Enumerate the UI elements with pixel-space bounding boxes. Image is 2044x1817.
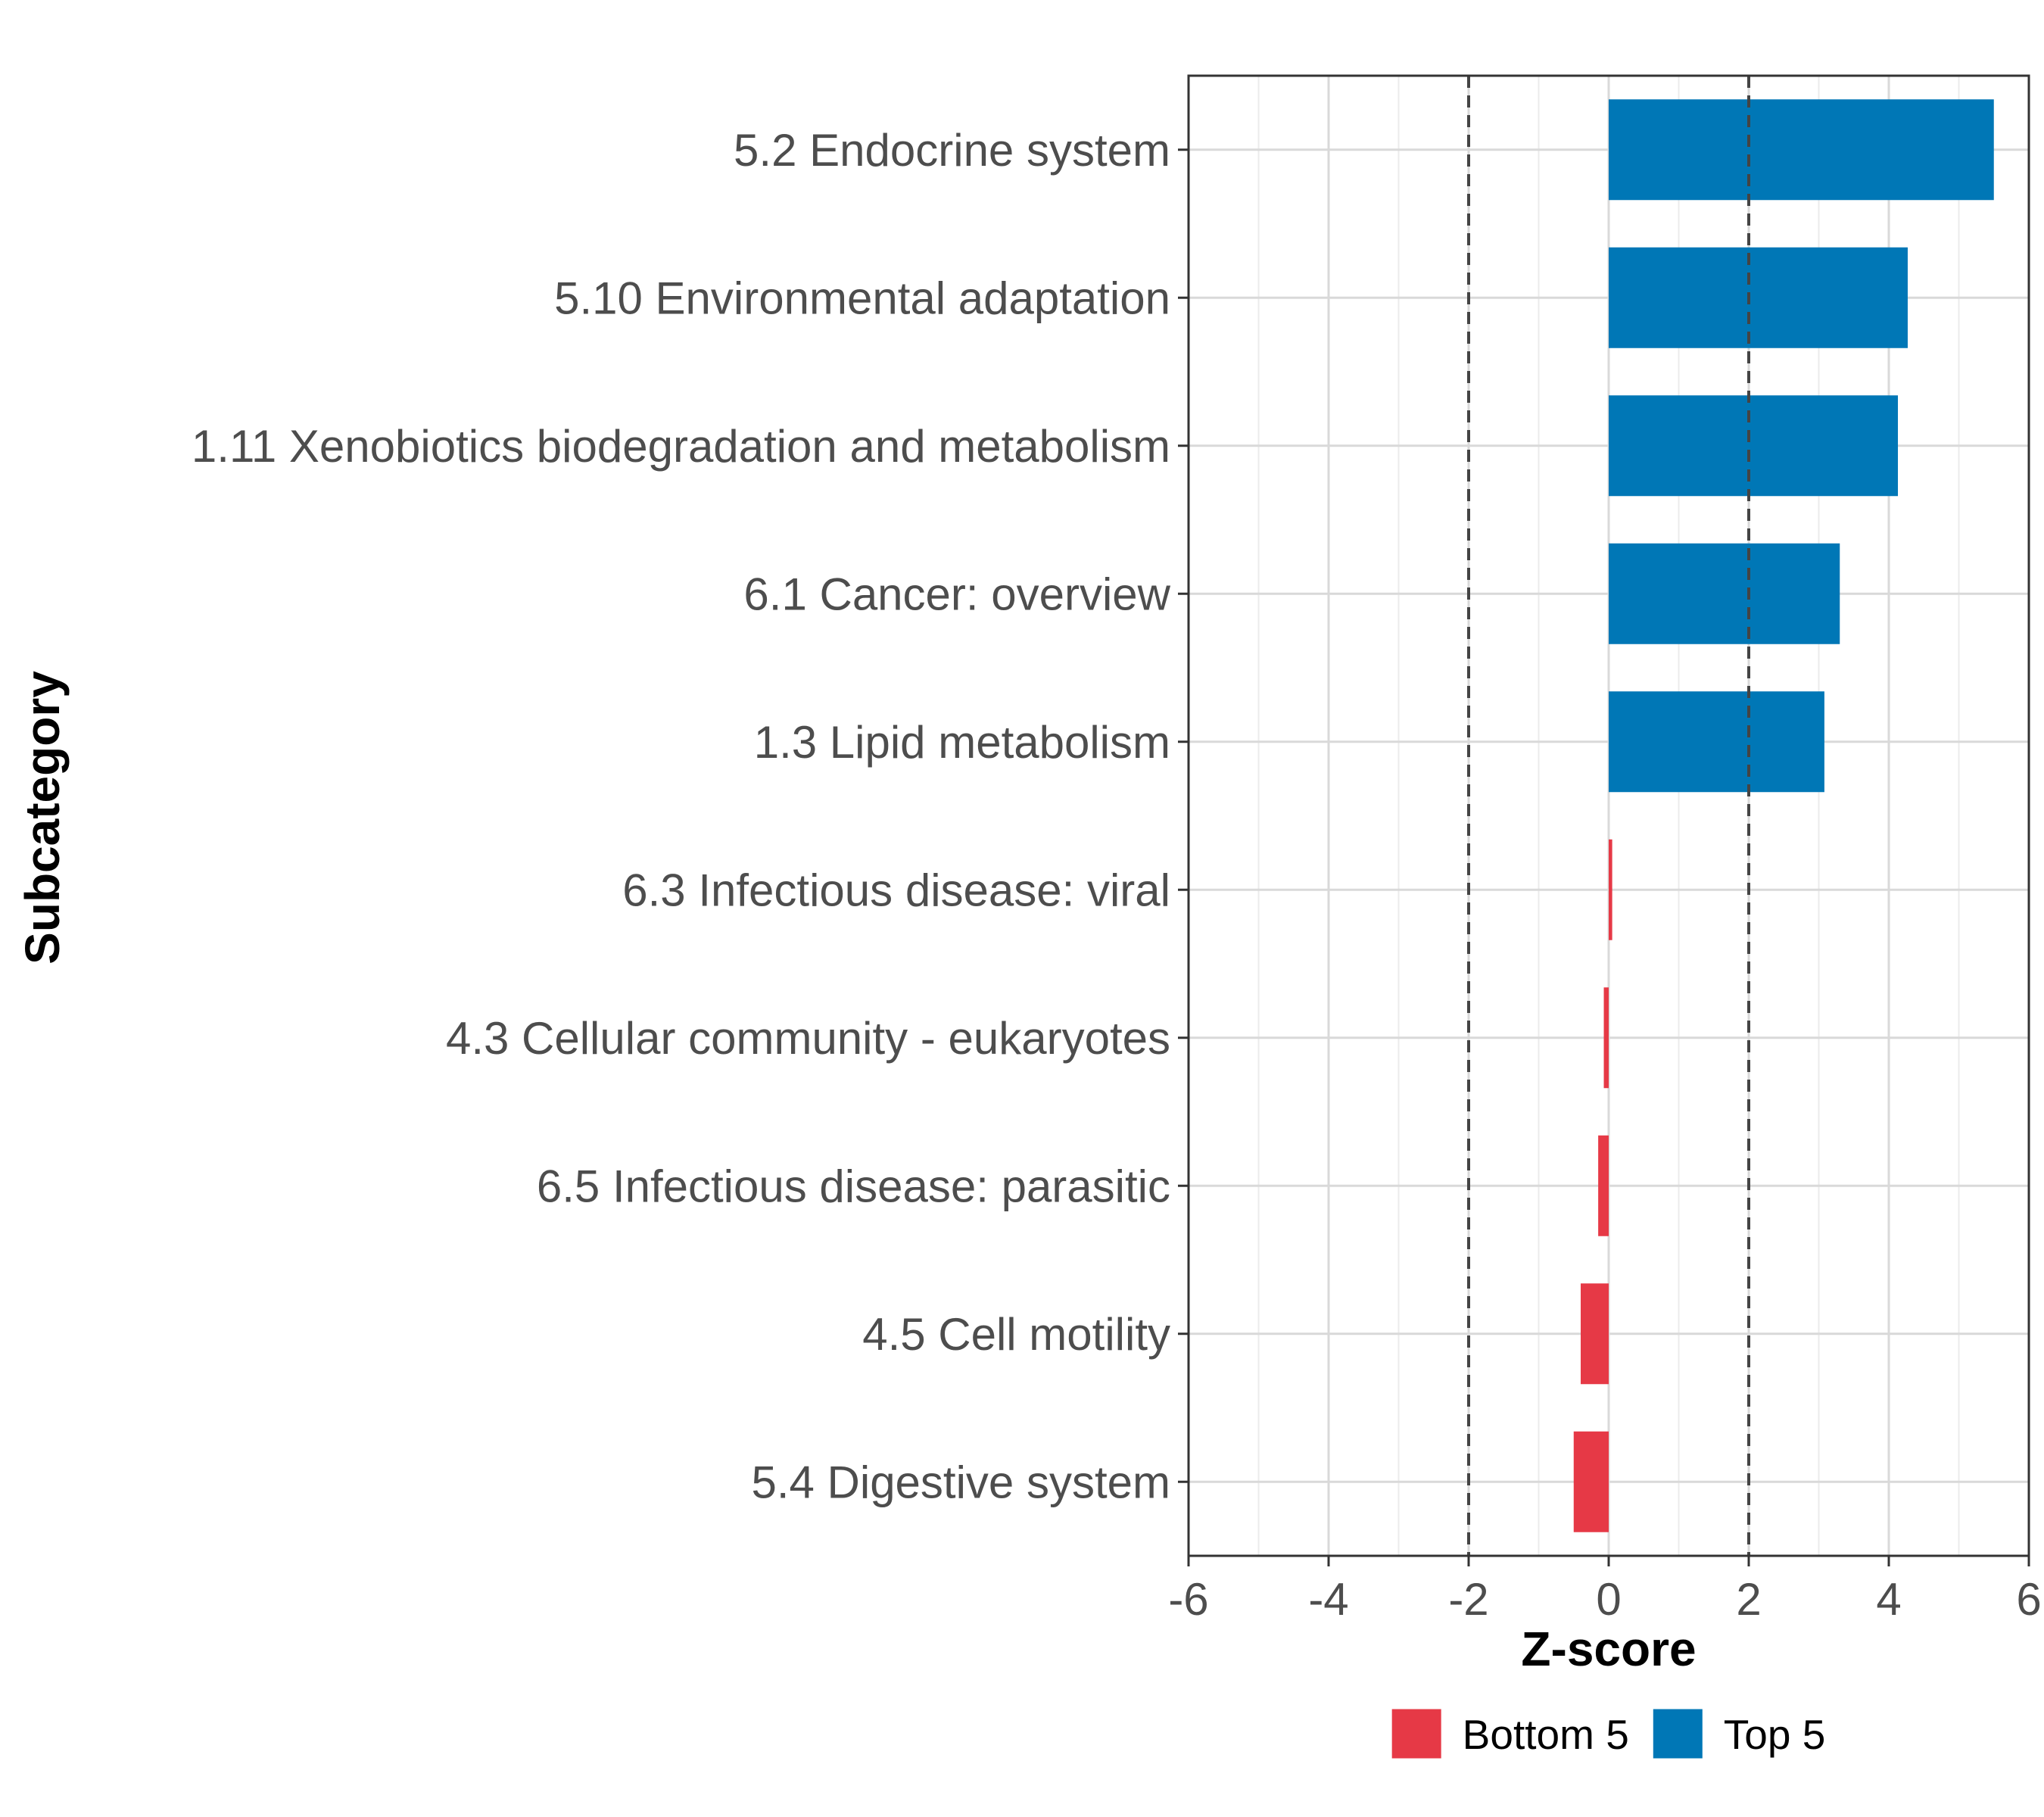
- y-tick-label: 6.5 Infectious disease: parasitic: [537, 1161, 1170, 1211]
- bar-7: [1603, 987, 1609, 1089]
- bar-9: [1581, 1283, 1609, 1385]
- y-axis-labels: 5.2 Endocrine system 5.10 Environmental a…: [192, 125, 1171, 1508]
- y-tick-label: 5.4 Digestive system: [751, 1457, 1170, 1507]
- y-tick-label: 4.3 Cellular community - eukaryotes: [446, 1013, 1170, 1064]
- bars: [1573, 99, 1994, 1532]
- bar-6: [1609, 839, 1612, 940]
- y-tick-label: 6.3 Infectious disease: viral: [622, 865, 1170, 915]
- y-tick-label: 1.11 Xenobiotics biodegradation and meta…: [192, 421, 1170, 472]
- x-axis-labels: -6 -4 -2 0 2 4 6: [1168, 1574, 2041, 1625]
- x-tick-label: 0: [1596, 1574, 1621, 1625]
- bar-3: [1609, 395, 1899, 497]
- bar-1: [1609, 99, 1994, 201]
- x-tick-label: 2: [1736, 1574, 1761, 1625]
- y-tick-label: 5.10 Environmental adaptation: [554, 273, 1170, 323]
- x-tick-label: 4: [1876, 1574, 1901, 1625]
- x-tick-label: -2: [1448, 1574, 1488, 1625]
- y-tick-label: 4.5 Cell motility: [862, 1309, 1170, 1360]
- x-tick-label: -6: [1168, 1574, 1208, 1625]
- bar-2: [1609, 247, 1908, 348]
- bar-4: [1609, 543, 1840, 644]
- y-tick-label: 5.2 Endocrine system: [734, 125, 1170, 176]
- legend-label: Top 5: [1724, 1711, 1826, 1758]
- legend-label: Bottom 5: [1463, 1711, 1629, 1758]
- x-tick-label: -4: [1308, 1574, 1348, 1625]
- axis-ticks: [1178, 148, 2030, 1566]
- legend-key: [1391, 1709, 1441, 1759]
- bar-5: [1609, 691, 1824, 793]
- x-tick-label: 6: [2016, 1574, 2041, 1625]
- y-tick-label: 1.3 Lipid metabolism: [754, 717, 1170, 768]
- legend-key: [1653, 1709, 1703, 1759]
- bar-10: [1573, 1431, 1609, 1532]
- reference-lines: [1467, 76, 1750, 1556]
- legend: Bottom 5 Top 5: [1391, 1709, 1826, 1759]
- y-axis-title: Subcategory: [15, 671, 70, 965]
- y-tick-label: 6.1 Cancer: overview: [743, 569, 1170, 619]
- bar-8: [1598, 1135, 1609, 1236]
- x-axis-title: Z-score: [1521, 1622, 1696, 1676]
